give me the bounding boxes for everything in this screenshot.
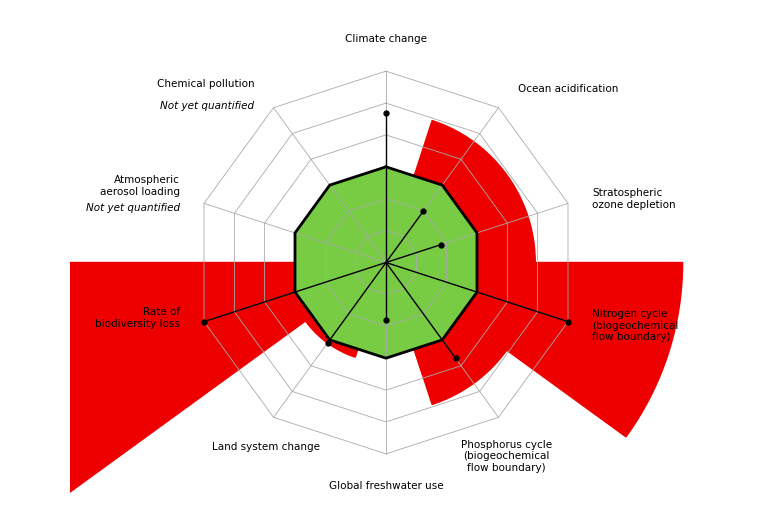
Polygon shape: [386, 262, 682, 437]
Polygon shape: [306, 262, 386, 357]
Polygon shape: [386, 262, 482, 375]
Text: Not yet quantified: Not yet quantified: [160, 101, 254, 111]
Text: Global freshwater use: Global freshwater use: [329, 481, 443, 491]
Text: Climate change: Climate change: [345, 34, 427, 44]
Text: Chemical pollution: Chemical pollution: [157, 79, 254, 89]
Polygon shape: [0, 262, 386, 525]
Text: Land system change: Land system change: [212, 442, 320, 452]
Text: Rate of
biodiversity loss: Rate of biodiversity loss: [95, 307, 180, 329]
Polygon shape: [295, 167, 477, 358]
Text: Phosphorus cycle
(biogeochemical
flow boundary): Phosphorus cycle (biogeochemical flow bo…: [461, 439, 552, 473]
Text: Ocean acidification: Ocean acidification: [518, 84, 618, 94]
Text: Stratospheric
ozone depletion: Stratospheric ozone depletion: [592, 188, 676, 210]
Polygon shape: [386, 121, 535, 404]
Text: Not yet quantified: Not yet quantified: [86, 203, 180, 213]
Text: Nitrogen cycle
(biogeochemical
flow boundary): Nitrogen cycle (biogeochemical flow boun…: [592, 309, 679, 342]
Text: Atmospheric
aerosol loading: Atmospheric aerosol loading: [100, 175, 180, 197]
